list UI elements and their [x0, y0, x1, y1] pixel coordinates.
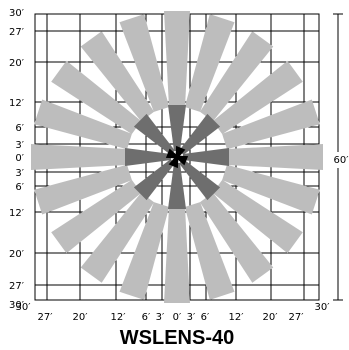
x-tick-label: 20′: [73, 312, 89, 323]
y-tick-label: 3′: [15, 140, 24, 151]
x-tick-label: 20′: [263, 312, 279, 323]
outer-beam: [199, 192, 274, 283]
outer-beam: [212, 60, 303, 135]
x-tick-label: 27′: [289, 312, 305, 323]
x-tick-label: 3′: [156, 312, 165, 323]
outer-beam: [119, 202, 170, 300]
inner-beam: [133, 113, 175, 155]
y-tick-label: 20′: [9, 58, 25, 69]
outer-beam: [34, 164, 132, 215]
inner-beam: [168, 163, 186, 209]
inner-beam: [179, 113, 221, 155]
y-axis-labels: 30′ 27′ 20′ 12′ 6′ 3′ 0′ 3′ 6′ 12′ 20′ 27′ 30′: [9, 8, 25, 311]
outer-beam: [80, 192, 155, 283]
x-tick-label: 3′: [187, 312, 196, 323]
x-tick-label: 12′: [111, 312, 127, 323]
inner-beam: [183, 148, 229, 166]
y-tick-label: 30′: [9, 300, 25, 311]
outer-beam: [51, 179, 142, 254]
inner-beam: [168, 105, 186, 151]
x-tick-label: 27′: [38, 312, 54, 323]
y-tick-label: 0′: [15, 153, 24, 164]
outer-beam: [212, 179, 303, 254]
y-tick-label: 6′: [15, 182, 24, 193]
outer-beam: [164, 11, 190, 107]
center-beam: [176, 155, 189, 166]
outer-beam: [119, 14, 170, 112]
y-tick-label: 12′: [9, 208, 25, 219]
x-tick-label: 6′: [142, 312, 151, 323]
outer-beam: [222, 164, 320, 215]
outer-beam: [184, 14, 235, 112]
page-title: WSLENS-40: [120, 327, 234, 349]
dimension-marker: 60′: [333, 13, 349, 301]
x-tick-label: 12′: [229, 312, 245, 323]
outer-beam: [199, 31, 274, 122]
outer-beam: [227, 144, 323, 170]
center-beam: [168, 156, 179, 169]
outer-beam: [164, 207, 190, 303]
y-tick-label: 6′: [15, 123, 24, 134]
x-tick-label: 6′: [201, 312, 210, 323]
y-tick-label: 27′: [9, 281, 25, 292]
center-beam: [165, 148, 178, 159]
outer-beam: [51, 60, 142, 135]
outer-beam: [222, 99, 320, 150]
x-tick-label: 30′: [16, 302, 32, 313]
y-tick-label: 27′: [9, 27, 25, 38]
x-axis-labels: 30′ 27′ 20′ 12′ 6′ 3′ 0′ 3′ 6′ 12′ 20′ 27′ 30′: [16, 302, 331, 323]
outer-beam: [34, 99, 132, 150]
outer-beam: [80, 31, 155, 122]
y-tick-label: 30′: [9, 8, 25, 19]
center-beam: [175, 145, 186, 158]
y-tick-label: 20′: [9, 249, 25, 260]
x-tick-label: 30′: [315, 302, 331, 313]
inner-beam: [125, 148, 171, 166]
y-tick-label: 3′: [15, 168, 24, 179]
y-tick-label: 12′: [9, 98, 25, 109]
beam-pattern: [31, 11, 323, 303]
outer-beam: [31, 144, 127, 170]
inner-beam: [179, 159, 221, 201]
inner-beam: [133, 159, 175, 201]
dimension-label: 60′: [334, 155, 349, 166]
x-tick-label: 0′: [173, 312, 182, 323]
outer-beam: [184, 202, 235, 300]
